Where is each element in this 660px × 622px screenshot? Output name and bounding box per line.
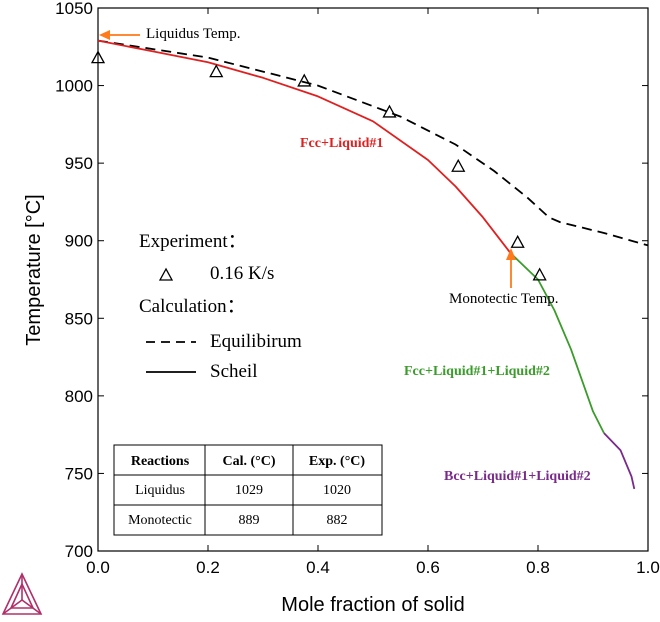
legend-experiment-header: Experiment： [139, 231, 247, 252]
monotectic-arrow [506, 248, 516, 288]
experiment-point [209, 64, 224, 78]
x-tick-label: 0.4 [306, 558, 330, 577]
x-axis-label: Mole fraction of solid [281, 594, 464, 616]
series-lines [97, 39, 649, 490]
x-tick-label: 0.0 [86, 558, 110, 577]
x-tick-labels: 0.0 0.2 0.4 0.6 0.8 1.0 [86, 558, 660, 577]
scheil-line-segment-1 [97, 39, 512, 254]
y-tick-label: 950 [65, 154, 93, 173]
table-header-cal: Cal. (°C) [222, 454, 275, 469]
experiment-point [382, 104, 397, 118]
x-tick-label: 0.2 [196, 558, 220, 577]
x-tick-label: 0.6 [416, 558, 440, 577]
experiment-point [297, 73, 312, 87]
scheil-line-segment-2 [509, 252, 605, 434]
y-tick-label: 800 [65, 387, 93, 406]
phase-label-fcc-liquid1-liquid2: Fcc+Liquid#1+Liquid#2 [404, 364, 550, 379]
y-axis-label: Temperature [°C] [23, 194, 45, 345]
x-tick-label: 1.0 [636, 558, 660, 577]
thermo-calc-logo-icon [1, 572, 43, 615]
legend-triangle-marker [158, 267, 174, 281]
experiment-point [510, 234, 525, 248]
table-cell-monotectic-exp: 882 [327, 513, 348, 528]
liquidus-temp-annotation: Liquidus Temp. [146, 26, 241, 42]
y-tick-label: 850 [65, 309, 93, 328]
axis-ticks [97, 7, 649, 552]
experiment-point [90, 50, 106, 64]
y-tick-label: 700 [65, 542, 93, 561]
legend-dashed-item: Equilibirum [210, 331, 302, 352]
reactions-table: Reactions Cal. (°C) Exp. (°C) Liquidus 1… [113, 444, 383, 536]
experiment-point [532, 267, 547, 281]
table-cell-monotectic: Monotectic [128, 513, 192, 528]
table-cell-liquidus: Liquidus [135, 483, 185, 498]
monotectic-temp-annotation: Monotectic Temp. [449, 291, 558, 307]
table-cell-monotectic-cal: 889 [239, 513, 260, 528]
scheil-line-segment-3 [603, 432, 636, 490]
equilibrium-line [97, 39, 649, 247]
experiment-point [451, 158, 466, 172]
table-header-exp: Exp. (°C) [309, 454, 365, 469]
phase-label-fcc-liquid1: Fcc+Liquid#1 [300, 136, 383, 151]
plot-frame [97, 7, 649, 552]
legend-experiment-item: 0.16 K/s [210, 263, 274, 284]
y-tick-labels: 700 750 800 850 900 950 1000 1050 [55, 0, 93, 561]
y-tick-label: 750 [65, 464, 93, 483]
phase-label-bcc-liquid1-liquid2: Bcc+Liquid#1+Liquid#2 [444, 469, 591, 484]
table-cell-liquidus-exp: 1020 [323, 483, 351, 498]
legend: Experiment： 0.16 K/s Calculation： Equili… [139, 231, 302, 382]
x-tick-label: 0.8 [526, 558, 550, 577]
y-tick-label: 900 [65, 232, 93, 251]
experiment-markers [90, 50, 547, 281]
legend-calculation-header: Calculation： [139, 296, 246, 317]
y-tick-label: 1050 [55, 0, 93, 18]
table-cell-liquidus-cal: 1029 [235, 483, 263, 498]
y-tick-label: 1000 [55, 77, 93, 96]
table-header-reactions: Reactions [131, 454, 190, 469]
legend-solid-item: Scheil [210, 361, 258, 382]
liquidus-arrow [99, 30, 140, 40]
